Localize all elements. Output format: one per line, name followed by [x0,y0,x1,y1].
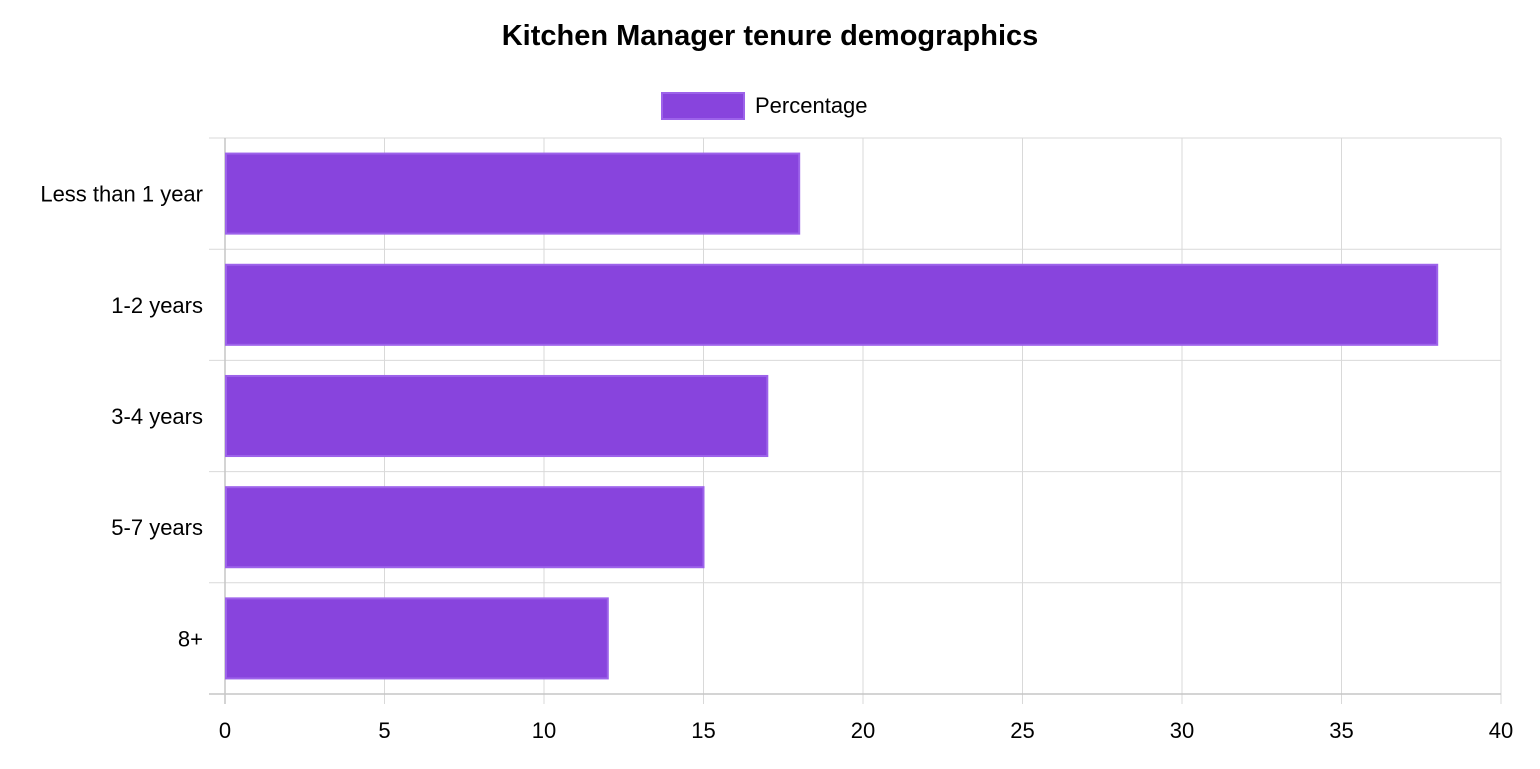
x-axis-labels: 0 5 10 15 20 25 30 35 40 [219,718,1513,743]
x-tick-label: 20 [851,718,875,743]
bar[interactable] [225,486,705,569]
y-tick-label: 1-2 years [111,293,203,318]
x-tick-label: 10 [532,718,556,743]
bar[interactable] [225,152,801,235]
grid-lines [209,137,1502,704]
x-tick-label: 15 [691,718,715,743]
x-tick-label: 0 [219,718,231,743]
bars [225,152,1439,680]
y-tick-label: 8+ [178,626,203,651]
legend-label-percentage: Percentage [755,93,868,118]
x-tick-label: 35 [1329,718,1353,743]
bar[interactable] [225,263,1439,346]
legend[interactable]: Percentage [661,92,868,120]
x-tick-label: 5 [378,718,390,743]
x-tick-label: 25 [1010,718,1034,743]
bar[interactable] [225,597,609,680]
y-tick-label: 3-4 years [111,404,203,429]
x-tick-label: 40 [1489,718,1513,743]
y-tick-label: Less than 1 year [40,182,203,207]
bar[interactable] [225,374,769,458]
x-tick-label: 30 [1170,718,1194,743]
chart-title: Kitchen Manager tenure demographics [502,20,1039,52]
legend-swatch [661,92,745,120]
y-axis-labels: Less than 1 year 1-2 years 3-4 years 5-7 ye… [40,182,203,652]
y-tick-label: 5-7 years [111,515,203,540]
